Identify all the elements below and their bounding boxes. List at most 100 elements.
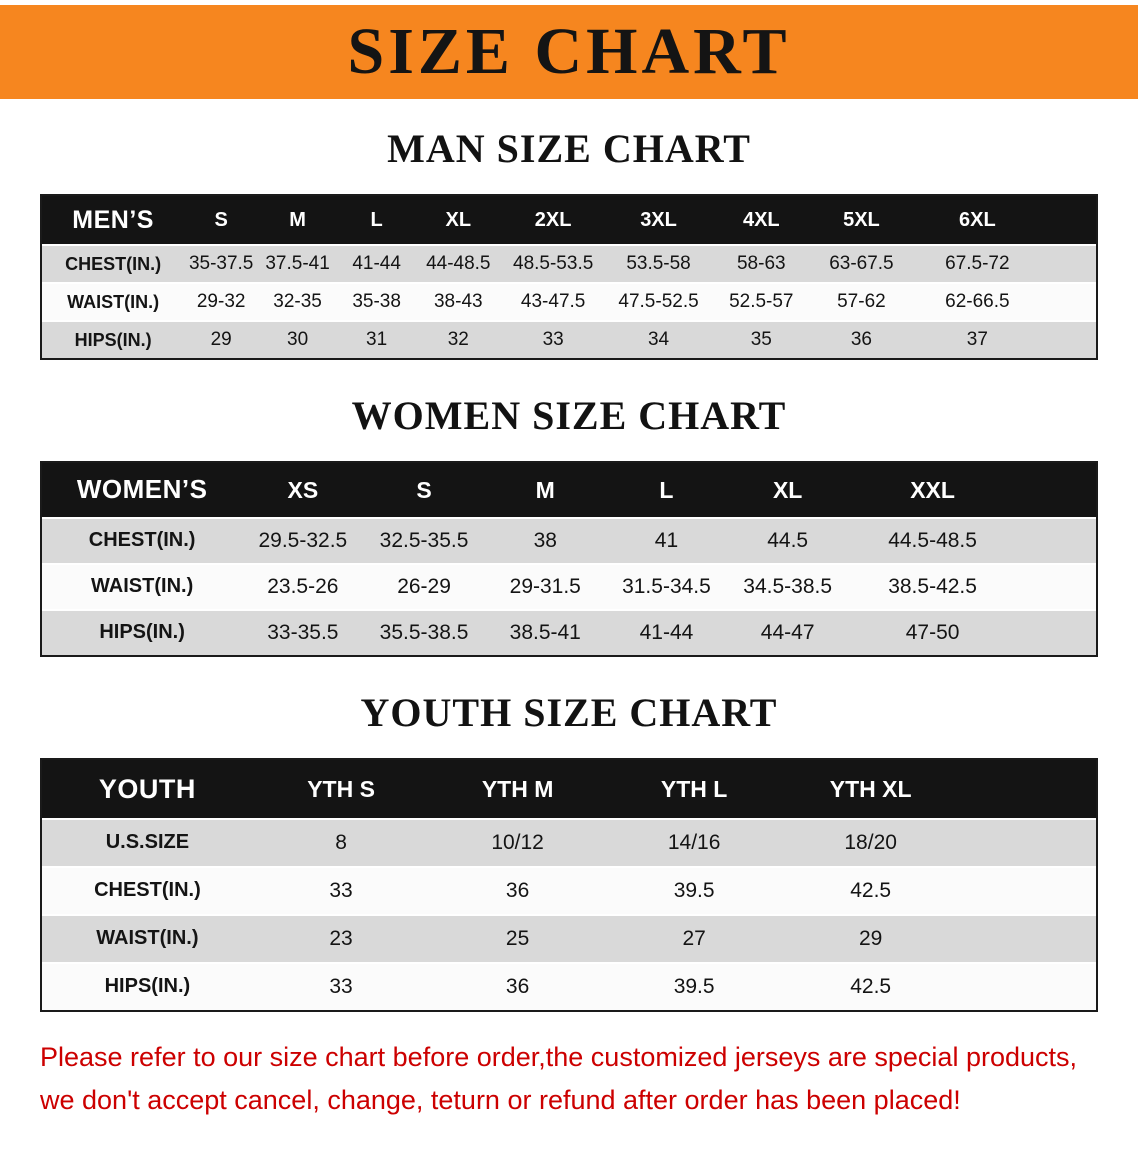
row-label: WAIST(IN.): [42, 563, 243, 610]
table-row: WAIST(IN.) 23 25 27 29: [42, 914, 1096, 963]
table-cell: 47.5-52.5: [605, 283, 712, 322]
table-body: CHEST(IN.) 29.5-32.5 32.5-35.5 38 41 44.5 44.5…: [42, 517, 1096, 655]
size-table-frame: WOMEN’S XS S M L XL XXL CHEST(IN.) 29.5-32.5 32.5…: [40, 461, 1098, 657]
row-label: WAIST(IN.): [42, 914, 253, 963]
size-table: MEN’S S M L XL 2XL 3XL 4XL 5XL 6XL CHEST(IN.) 35-37…: [42, 196, 1096, 359]
size-table-frame: YOUTH YTH S YTH M YTH L YTH XL U.S.SIZE 8 10/12…: [40, 757, 1098, 1012]
table-cell: 29: [782, 914, 959, 963]
table-row: HIPS(IN.) 33 36 39.5 42.5: [42, 962, 1096, 1010]
row-label: U.S.SIZE: [42, 818, 253, 867]
table-cell: 35.5-38.5: [363, 609, 485, 655]
table-row: WAIST(IN.) 23.5-26 26-29 29-31.5 31.5-34.5 34…: [42, 563, 1096, 610]
spacer-cell: [1043, 283, 1096, 322]
table-cell: 36: [811, 321, 912, 359]
table-row: U.S.SIZE 8 10/12 14/16 18/20: [42, 818, 1096, 867]
table-row: CHEST(IN.) 29.5-32.5 32.5-35.5 38 41 44.5 44.5…: [42, 517, 1096, 564]
table-row: WAIST(IN.) 29-32 32-35 35-38 38-43 43-47.5 47.…: [42, 283, 1096, 322]
page-title: SIZE CHART: [347, 15, 791, 88]
table-cell: 52.5-57: [711, 283, 812, 322]
table-cell: 29.5-32.5: [242, 517, 364, 564]
column-header: XXL: [848, 463, 1017, 518]
spacer-cell: [1016, 609, 1096, 655]
table-corner-label: MEN’S: [42, 196, 185, 246]
table-cell: 43-47.5: [500, 283, 606, 322]
column-header: XS: [242, 463, 364, 518]
spacer-cell: [958, 914, 1096, 963]
column-header: 3XL: [605, 196, 712, 246]
column-header: YTH M: [429, 759, 606, 819]
table-cell: 47-50: [848, 609, 1017, 655]
size-chart-section: MAN SIZE CHART MEN’S S M L XL 2XL 3XL 4XL 5XL 6XL C…: [40, 125, 1098, 361]
table-cell: 32.5-35.5: [363, 517, 485, 564]
header-row: MEN’S S M L XL 2XL 3XL 4XL 5XL 6XL: [42, 196, 1096, 246]
table-cell: 33: [252, 962, 430, 1010]
column-header: XL: [727, 463, 849, 518]
column-header: S: [363, 463, 485, 518]
table-cell: 53.5-58: [605, 245, 712, 284]
table-row: CHEST(IN.) 35-37.5 37.5-41 41-44 44-48.5 48.5…: [42, 245, 1096, 284]
column-header: M: [258, 196, 338, 246]
table-cell: 44-48.5: [416, 245, 501, 284]
row-label: CHEST(IN.): [42, 245, 185, 284]
header-row: YOUTH YTH S YTH M YTH L YTH XL: [42, 759, 1096, 819]
table-cell: 29-32: [184, 283, 259, 322]
row-label: HIPS(IN.): [42, 321, 185, 359]
column-header: M: [484, 463, 606, 518]
table-head: WOMEN’S XS S M L XL XXL: [42, 463, 1096, 518]
header-row: WOMEN’S XS S M L XL XXL: [42, 463, 1096, 518]
column-header: 5XL: [811, 196, 912, 246]
column-header: L: [605, 463, 728, 518]
column-header: 2XL: [500, 196, 606, 246]
table-cell: 33: [252, 866, 430, 915]
table-cell: 38.5-42.5: [848, 563, 1017, 610]
table-cell: 57-62: [811, 283, 912, 322]
table-cell: 41: [605, 517, 728, 564]
table-cell: 67.5-72: [911, 245, 1044, 284]
column-header: YTH S: [252, 759, 430, 819]
spacer-cell: [1043, 196, 1096, 246]
table-cell: 14/16: [605, 818, 783, 867]
table-cell: 33: [500, 321, 606, 359]
spacer-cell: [958, 818, 1096, 867]
table-head: YOUTH YTH S YTH M YTH L YTH XL: [42, 759, 1096, 819]
table-cell: 30: [258, 321, 338, 359]
table-cell: 41-44: [605, 609, 728, 655]
spacer-cell: [1016, 563, 1096, 610]
table-cell: 26-29: [363, 563, 485, 610]
table-corner-label: YOUTH: [42, 759, 253, 819]
size-chart-section: YOUTH SIZE CHART YOUTH YTH S YTH M YTH L YTH …: [40, 689, 1098, 1012]
table-cell: 35-37.5: [184, 245, 259, 284]
spacer-cell: [958, 866, 1096, 915]
size-chart-sections: MAN SIZE CHART MEN’S S M L XL 2XL 3XL 4XL 5XL 6XL C…: [0, 125, 1138, 1012]
disclaimer-line-2: we don't accept cancel, change, teturn o…: [40, 1085, 961, 1116]
spacer-cell: [1043, 245, 1096, 284]
size-table: WOMEN’S XS S M L XL XXL CHEST(IN.) 29.5-32.5 32.5…: [42, 463, 1096, 655]
row-label: CHEST(IN.): [42, 866, 253, 915]
section-heading: WOMEN SIZE CHART: [351, 393, 787, 439]
table-cell: 41-44: [337, 245, 417, 284]
column-header: L: [337, 196, 417, 246]
table-cell: 27: [605, 914, 783, 963]
table-cell: 37: [911, 321, 1044, 359]
spacer-cell: [1016, 463, 1096, 518]
table-cell: 23: [252, 914, 430, 963]
disclaimer: Please refer to our size chart before or…: [0, 1012, 1138, 1152]
table-head: MEN’S S M L XL 2XL 3XL 4XL 5XL 6XL: [42, 196, 1096, 246]
table-row: HIPS(IN.) 29 30 31 32 33 34 35 36 37: [42, 321, 1096, 359]
column-header: 6XL: [911, 196, 1044, 246]
size-table: YOUTH YTH S YTH M YTH L YTH XL U.S.SIZE 8 10/12…: [42, 759, 1096, 1010]
row-label: WAIST(IN.): [42, 283, 185, 322]
table-cell: 37.5-41: [258, 245, 338, 284]
table-cell: 34: [605, 321, 712, 359]
table-cell: 38.5-41: [484, 609, 606, 655]
row-label: HIPS(IN.): [42, 962, 253, 1010]
table-cell: 48.5-53.5: [500, 245, 606, 284]
table-cell: 58-63: [711, 245, 812, 284]
table-cell: 39.5: [605, 866, 783, 915]
table-cell: 38-43: [416, 283, 501, 322]
table-cell: 32-35: [258, 283, 338, 322]
table-cell: 42.5: [782, 962, 959, 1010]
table-cell: 25: [429, 914, 606, 963]
row-label: HIPS(IN.): [42, 609, 243, 655]
